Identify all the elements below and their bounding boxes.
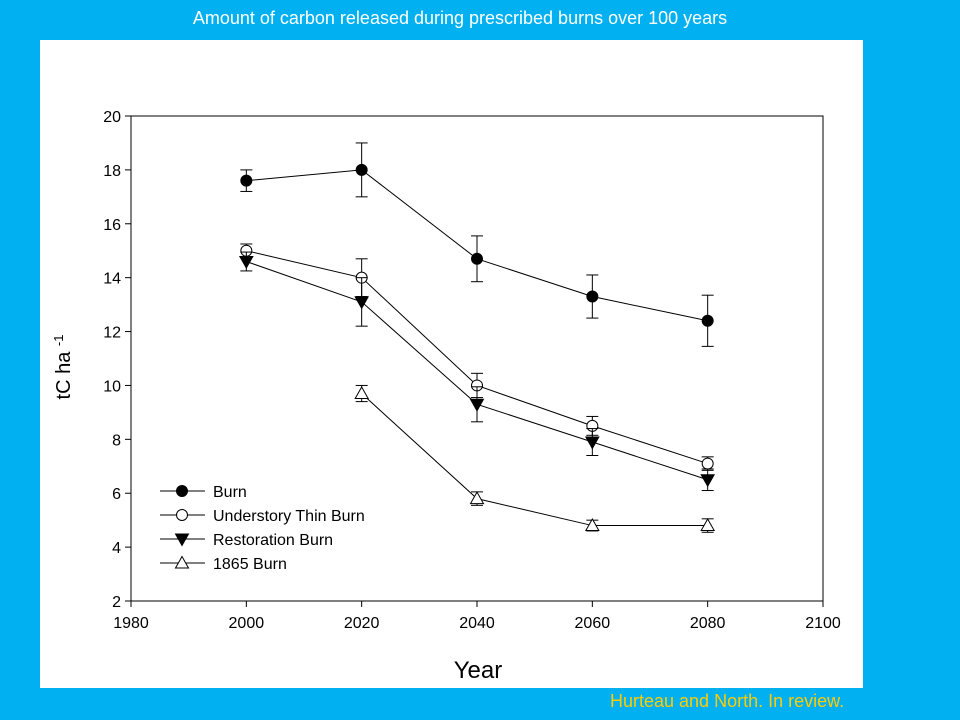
slide-title: Amount of carbon released during prescri… xyxy=(192,8,728,28)
chart-panel: 1980 2000 2020 2040 2060 2080 2100 2 4 6 8 10 12 14 16… xyxy=(40,40,863,688)
data-point xyxy=(584,436,600,450)
x-tick-label: 2040 xyxy=(459,615,495,632)
y-tick-label: 16 xyxy=(103,217,121,234)
data-point xyxy=(586,290,599,303)
y-axis-label-text: tC ha xyxy=(53,351,75,400)
legend-label: Burn xyxy=(213,484,247,501)
x-tick-label: 2060 xyxy=(575,615,611,632)
carbon-release-chart: 1980 2000 2020 2040 2060 2080 2100 2 4 6 8 10 12 14 16… xyxy=(51,109,841,684)
y-tick-label: 14 xyxy=(103,271,121,288)
data-point xyxy=(176,485,188,497)
data-point xyxy=(174,533,190,547)
legend-label: Restoration Burn xyxy=(213,532,333,549)
y-tick-label: 12 xyxy=(103,325,121,342)
data-point xyxy=(469,491,485,505)
series-line xyxy=(246,261,708,481)
x-tick-label: 2020 xyxy=(344,615,380,632)
data-point xyxy=(354,386,370,400)
y-axis-label: tC ha -1 xyxy=(51,335,76,400)
data-point xyxy=(355,163,368,176)
x-tick-label: 2080 xyxy=(690,615,726,632)
series-restoration-burn xyxy=(238,251,716,492)
x-tick-label: 1980 xyxy=(113,615,149,632)
legend-entry: Restoration Burn xyxy=(160,532,333,549)
citation: Hurteau and North. In review. xyxy=(610,691,845,711)
data-point xyxy=(700,474,716,488)
y-tick-label: 4 xyxy=(112,540,121,557)
legend: Burn Understory Thin Burn Restoration Burn… xyxy=(160,484,365,573)
data-point xyxy=(471,252,483,265)
series-line xyxy=(361,393,708,527)
data-point xyxy=(701,314,714,327)
y-tick-label: 8 xyxy=(112,432,121,449)
y-tick-label: 2 xyxy=(112,594,121,611)
data-point xyxy=(584,518,600,532)
data-point xyxy=(176,509,188,521)
legend-entry: Burn xyxy=(160,484,247,501)
y-tick-label: 20 xyxy=(103,109,121,126)
y-tick-label: 6 xyxy=(112,486,121,503)
plot-frame xyxy=(130,115,824,602)
x-tick-label: 2100 xyxy=(805,615,841,632)
series-line xyxy=(246,250,708,465)
series-1865-burn xyxy=(354,384,716,533)
data-point xyxy=(701,457,714,470)
data-point xyxy=(174,555,190,569)
x-axis-label: Year xyxy=(454,657,503,684)
data-point xyxy=(240,174,253,187)
series-group xyxy=(238,142,716,533)
axes: 1980 2000 2020 2040 2060 2080 2100 2 4 6 8 10 12 14 16… xyxy=(103,109,841,632)
legend-label: Understory Thin Burn xyxy=(213,508,365,525)
series-burn xyxy=(240,142,714,347)
y-tick-label: 10 xyxy=(103,378,121,395)
y-axis-label-exponent: -1 xyxy=(51,335,66,347)
legend-label: 1865 Burn xyxy=(213,556,287,573)
legend-entry: Understory Thin Burn xyxy=(160,508,365,525)
data-point xyxy=(238,256,254,270)
data-point xyxy=(700,518,716,532)
x-tick-label: 2000 xyxy=(229,615,265,632)
y-tick-label: 18 xyxy=(103,163,121,180)
legend-entry: 1865 Burn xyxy=(160,555,287,573)
data-point xyxy=(354,296,370,310)
data-point xyxy=(469,398,485,412)
